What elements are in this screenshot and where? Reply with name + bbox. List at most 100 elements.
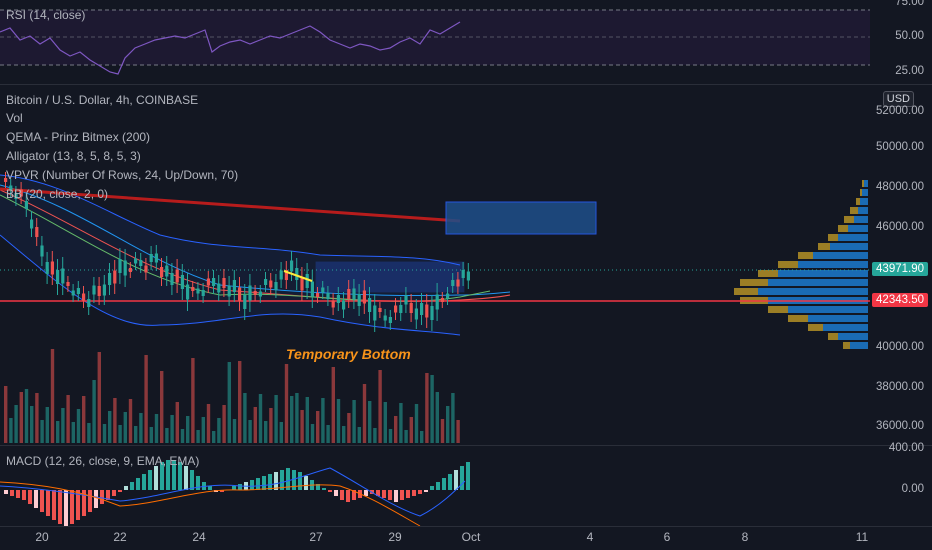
candlestick [118,259,122,273]
indicator-qema[interactable]: QEMA - Prinz Bitmex (200) [6,130,151,144]
macd-bar [52,490,56,520]
candlestick [24,201,28,209]
macd-bar [124,486,128,490]
rsi-axis[interactable]: 75.00 50.00 25.00 [870,0,932,84]
macd-bar [76,490,80,520]
vpvr-row-down [850,207,858,214]
volume-bar [24,389,29,443]
volume-bar [66,395,70,443]
volume-bar [14,405,18,443]
macd-bar [70,490,74,524]
macd-bar [196,476,200,490]
vpvr-row-up [823,324,868,331]
pane-separator[interactable] [0,84,932,85]
time-axis[interactable]: 20 22 24 27 29 Oct 4 6 8 11 [0,527,932,550]
candlestick [144,265,148,273]
volume-bar [321,398,325,443]
price-label: 48000.00 [876,181,924,193]
candlestick [212,278,216,286]
candlestick [50,261,54,275]
macd-bar [418,490,422,494]
candlestick [165,265,169,277]
volume-bar [269,408,273,443]
candlestick [409,303,413,313]
rsi-axis-label: 25.00 [895,65,924,77]
main-chart-pane[interactable]: Bitcoin / U.S. Dollar, 4h, COINBASE Vol … [0,85,870,445]
time-label: 27 [309,530,323,544]
macd-bar [424,490,428,492]
candlestick [92,285,96,295]
candlestick [352,288,356,300]
candlestick [87,299,91,307]
macd-bar [154,466,158,490]
candlestick [331,300,335,308]
volume-bar [446,406,450,443]
macd-bar [262,476,266,490]
volume-bar [180,429,185,443]
candlestick [186,284,190,300]
symbol-title[interactable]: Bitcoin / U.S. Dollar, 4h, COINBASE [6,93,199,107]
pane-separator[interactable] [0,445,932,446]
volume-bar [279,422,283,443]
candlestick [76,288,80,294]
currency-badge[interactable]: USD [882,91,914,107]
indicator-vol[interactable]: Vol [6,111,23,125]
volume-bar [456,420,460,443]
indicator-bb[interactable]: BB (20, close, 2, 0) [6,187,109,201]
candlestick [232,280,236,292]
vpvr-row-up [838,333,868,340]
volume-bar [238,361,242,443]
candlestick [35,227,39,237]
volume-bar [305,397,309,443]
candlestick [456,279,460,287]
candlestick [368,298,372,312]
volume-bar [368,401,372,443]
rsi-pane[interactable]: RSI (14, close) [0,0,870,84]
volume-bar [373,428,377,443]
macd-axis-label: 0.00 [901,483,924,495]
volume-bar [108,411,112,443]
bollinger-upper [0,174,461,266]
vpvr-row-down [768,306,788,313]
candlestick [139,260,143,266]
vpvr-row-up [778,270,868,277]
price-label: 46000.00 [876,221,924,233]
candlestick [102,284,106,296]
candlestick [295,268,299,280]
indicator-alligator[interactable]: Alligator (13, 8, 5, 8, 5, 3) [6,149,141,163]
price-label: 50000.00 [876,141,924,153]
macd-bar [46,490,50,516]
macd-pane[interactable]: MACD (12, 26, close, 9, EMA, EMA) [0,446,870,526]
vpvr-histogram [734,180,868,349]
candlestick [451,280,455,286]
macd-bar [268,474,272,490]
macd-bar [34,490,38,508]
candlestick [191,287,195,291]
vpvr-row-down [828,234,838,241]
alligator-lips [0,194,491,302]
volume-bar [9,418,13,443]
candlestick [347,289,351,299]
price-axis[interactable]: USD 52000.00 50000.00 48000.00 46000.00 … [870,85,932,445]
vpvr-row-down [818,243,830,250]
volume-bar [71,422,75,443]
volume-bar [290,396,294,443]
indicator-vpvr[interactable]: VPVR (Number Of Rows, 24, Up/Down, 70) [6,168,239,182]
pane-separator[interactable] [0,526,932,527]
macd-bar [64,490,68,526]
macd-title[interactable]: MACD (12, 26, close, 9, EMA, EMA) [6,454,200,468]
macd-bar [10,490,14,496]
time-label: 6 [663,530,671,544]
volume-bar [19,392,23,443]
volume-bar [165,428,169,443]
macd-bar [412,490,416,496]
candlestick [128,268,132,272]
macd-axis[interactable]: 400.00 0.00 [870,442,932,526]
volume-bar [388,429,393,443]
time-label: 11 [855,530,869,544]
macd-line [0,467,466,517]
volume-bar [451,393,455,443]
candlestick [113,270,117,284]
volume-bar [352,400,356,443]
volume-bar [331,367,335,443]
